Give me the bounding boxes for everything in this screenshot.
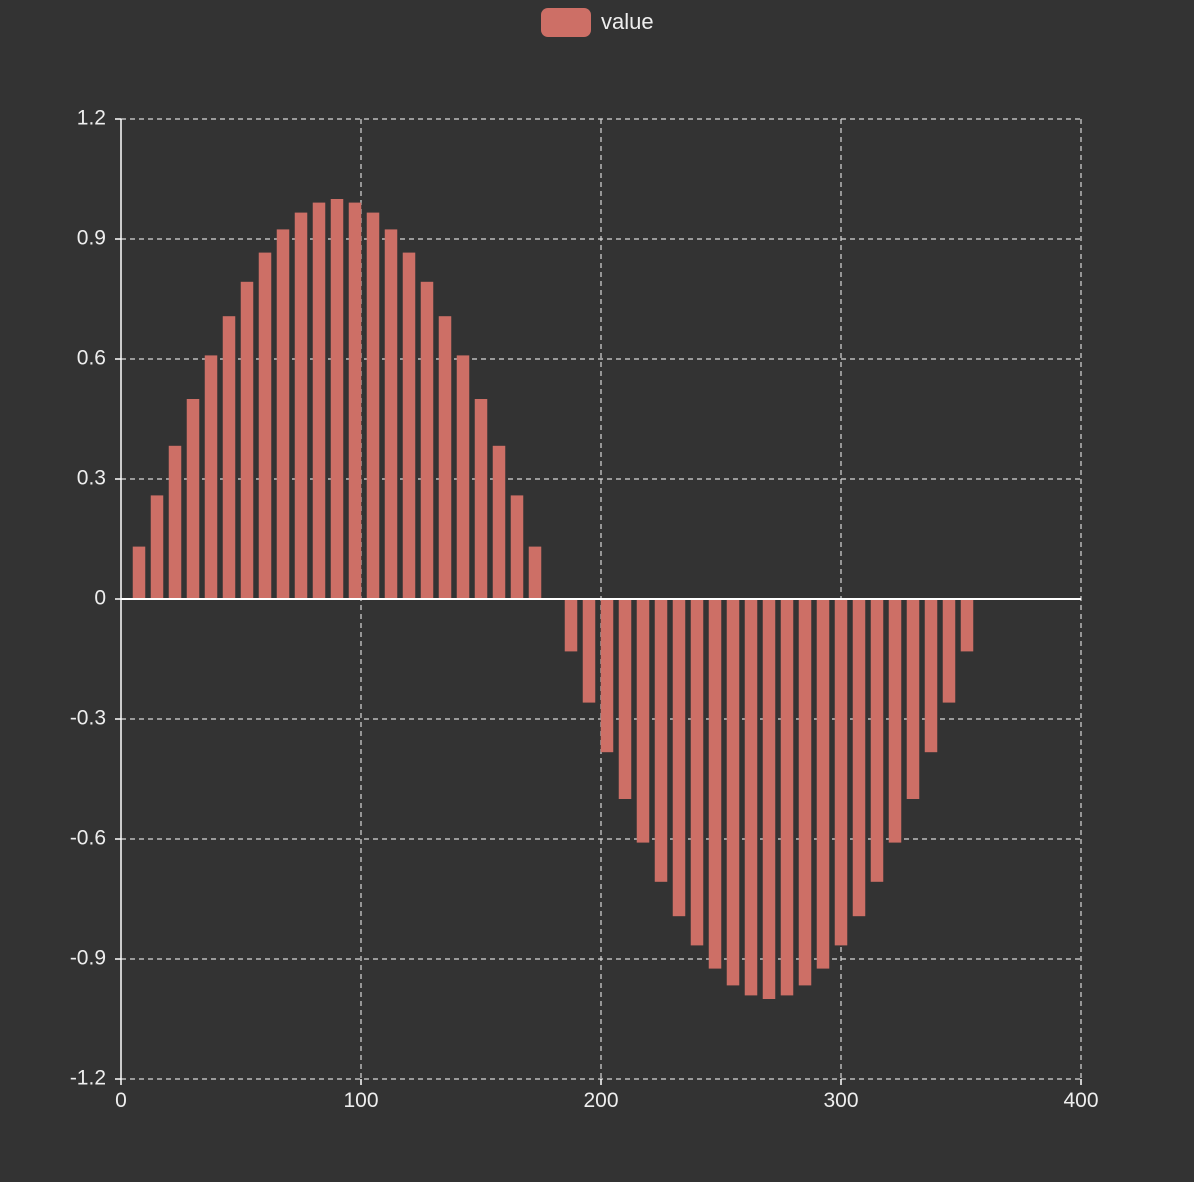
- bar[interactable]: [726, 599, 740, 986]
- bar[interactable]: [204, 355, 218, 599]
- bar[interactable]: [132, 546, 146, 599]
- bar[interactable]: [744, 599, 758, 996]
- bar[interactable]: [816, 599, 830, 969]
- bars: [132, 199, 974, 999]
- bar[interactable]: [222, 316, 236, 599]
- bar[interactable]: [240, 281, 254, 599]
- x-tick-label: 300: [823, 1089, 858, 1112]
- bar[interactable]: [276, 229, 290, 599]
- legend-label: value: [601, 9, 654, 34]
- bar[interactable]: [294, 212, 308, 599]
- y-tick-label: -0.6: [70, 827, 106, 850]
- bar[interactable]: [942, 599, 956, 703]
- bar[interactable]: [834, 599, 848, 946]
- bar[interactable]: [348, 202, 362, 599]
- y-tick-label: 1.2: [77, 107, 106, 130]
- bar[interactable]: [456, 355, 470, 599]
- bar[interactable]: [186, 399, 200, 599]
- bar[interactable]: [384, 229, 398, 599]
- y-tick-label: 0: [94, 587, 106, 610]
- legend[interactable]: value: [541, 7, 654, 37]
- bar[interactable]: [906, 599, 920, 799]
- bar[interactable]: [870, 599, 884, 882]
- bar[interactable]: [762, 599, 776, 999]
- bar[interactable]: [492, 445, 506, 599]
- bar[interactable]: [420, 281, 434, 599]
- bar[interactable]: [654, 599, 668, 882]
- x-tick-label: 200: [583, 1089, 618, 1112]
- bar[interactable]: [636, 599, 650, 843]
- y-tick-label: 0.9: [77, 227, 106, 250]
- bar[interactable]: [258, 252, 272, 599]
- y-tick-label: -0.3: [70, 707, 106, 730]
- axes: [115, 118, 1082, 1085]
- bar[interactable]: [924, 599, 938, 753]
- bar[interactable]: [582, 599, 596, 703]
- bar[interactable]: [672, 599, 686, 917]
- y-tick-label: -0.9: [70, 947, 106, 970]
- bar[interactable]: [618, 599, 632, 799]
- y-tick-label: 0.6: [77, 347, 106, 370]
- bar[interactable]: [708, 599, 722, 969]
- bar[interactable]: [960, 599, 974, 652]
- bar[interactable]: [888, 599, 902, 843]
- x-tick-label: 100: [343, 1089, 378, 1112]
- bar[interactable]: [600, 599, 614, 753]
- bar[interactable]: [690, 599, 704, 946]
- bar[interactable]: [312, 202, 326, 599]
- bar[interactable]: [168, 445, 182, 599]
- bar[interactable]: [474, 399, 488, 599]
- bar[interactable]: [510, 495, 524, 599]
- y-tick-label: -1.2: [70, 1067, 106, 1090]
- bar[interactable]: [798, 599, 812, 986]
- x-tick-label: 0: [115, 1089, 127, 1112]
- tick-labels: -1.2 -0.9 -0.6 -0.3 0 0.3 0.6 0.9 1.2 0 100 200 300 4…: [70, 107, 1099, 1112]
- bar[interactable]: [366, 212, 380, 599]
- bar[interactable]: [402, 252, 416, 599]
- x-tick-label: 400: [1063, 1089, 1098, 1112]
- bar[interactable]: [438, 316, 452, 599]
- bar[interactable]: [852, 599, 866, 917]
- bar[interactable]: [564, 599, 578, 652]
- legend-swatch: [541, 7, 591, 37]
- bar[interactable]: [330, 199, 344, 599]
- y-tick-label: 0.3: [77, 467, 106, 490]
- bar[interactable]: [780, 599, 794, 996]
- bar[interactable]: [528, 546, 542, 599]
- bar[interactable]: [150, 495, 164, 599]
